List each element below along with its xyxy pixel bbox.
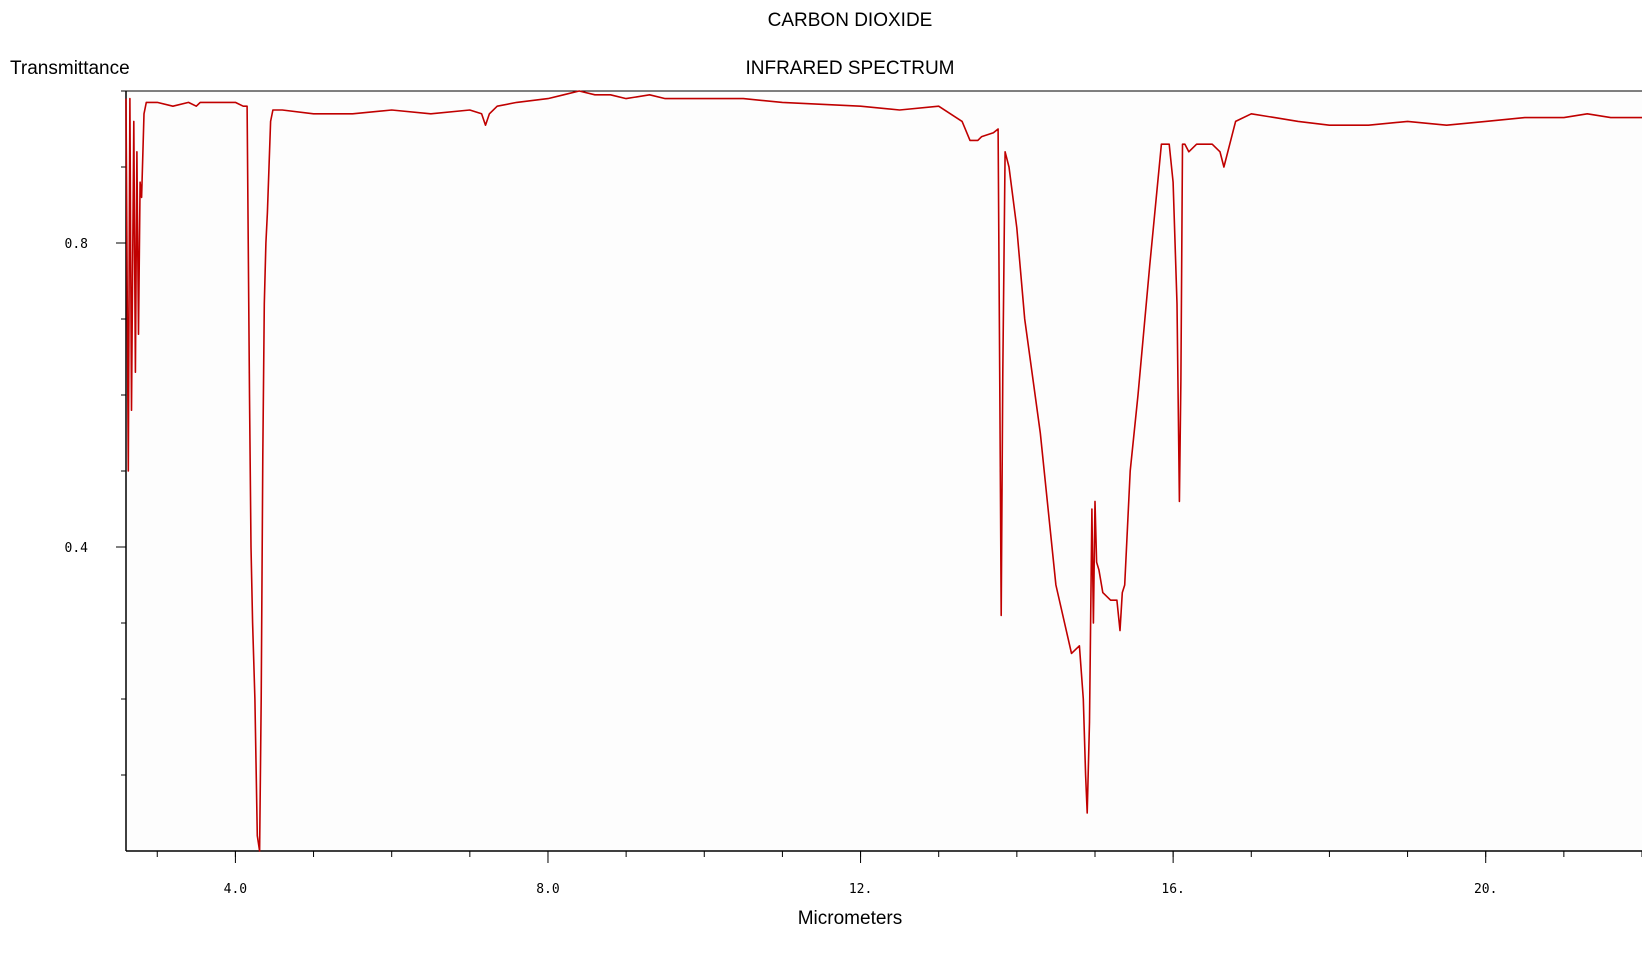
y-tick-label: 0.4	[65, 541, 89, 556]
series-group	[125, 90, 1642, 852]
x-axis-label: Micrometers	[798, 908, 903, 929]
x-tick-label: 16.	[1161, 882, 1184, 897]
x-tick-label: 12.	[849, 882, 872, 897]
chart-title: CARBON DIOXIDE	[768, 10, 933, 31]
axis-ticks: 4.0 8.0 12. 16. 20. 0.4 0.8	[65, 90, 1642, 897]
x-tick-label: 8.0	[536, 882, 559, 897]
spectrum-line	[125, 90, 1642, 852]
plot-area	[126, 91, 1642, 851]
y-tick-label: 0.8	[65, 237, 88, 252]
x-tick-label: 4.0	[224, 882, 247, 897]
chart-subtitle: INFRARED SPECTRUM	[745, 58, 954, 79]
y-axis-label: Transmittance	[10, 58, 130, 79]
x-tick-label: 20.	[1474, 882, 1497, 897]
